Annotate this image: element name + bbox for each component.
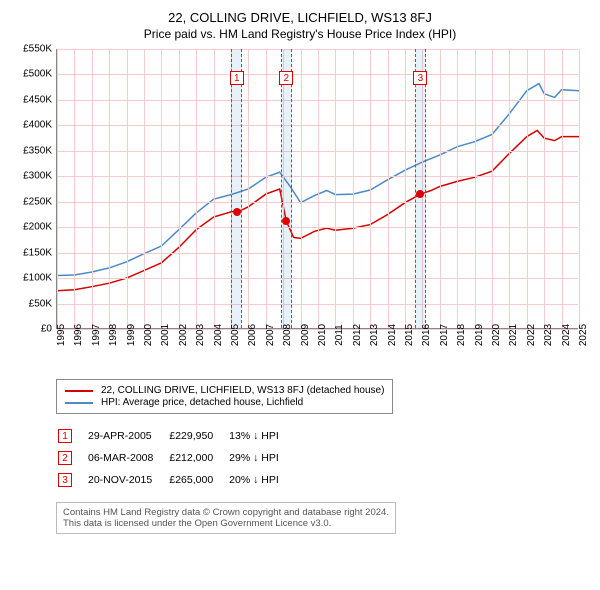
y-axis-label: £450K: [12, 94, 52, 105]
gridline-v: [509, 49, 510, 328]
event-delta-cell: 29% ↓ HPI: [229, 448, 293, 468]
event-marker: 1: [230, 71, 244, 85]
gridline-v: [492, 49, 493, 328]
event-row: 3 20-NOV-2015£265,00020% ↓ HPI: [58, 470, 293, 490]
event-date-cell: 20-NOV-2015: [88, 470, 167, 490]
y-axis-label: £200K: [12, 222, 52, 233]
gridline-v: [92, 49, 93, 328]
legend-item: HPI: Average price, detached house, Lich…: [65, 397, 384, 408]
y-axis-label: £100K: [12, 273, 52, 284]
event-price-cell: £229,950: [169, 426, 227, 446]
gridline-v: [475, 49, 476, 328]
gridline-v: [388, 49, 389, 328]
footer-line-2: This data is licensed under the Open Gov…: [63, 518, 389, 529]
event-point: [233, 208, 241, 216]
event-marker: 2: [279, 71, 293, 85]
event-band: [415, 49, 427, 328]
event-date-cell: 06-MAR-2008: [88, 448, 167, 468]
event-box-icon: 2: [58, 451, 72, 465]
gridline-v: [196, 49, 197, 328]
event-marker: 3: [413, 71, 427, 85]
y-axis-label: £350K: [12, 145, 52, 156]
gridline-v: [318, 49, 319, 328]
plot-area: 1 2 3: [56, 49, 578, 329]
gridline-v: [301, 49, 302, 328]
x-axis-label: 2025: [578, 324, 600, 346]
event-id-cell: 3: [58, 470, 86, 490]
gridline-v: [161, 49, 162, 328]
gridline-v: [440, 49, 441, 328]
gridline-v: [214, 49, 215, 328]
footer-attribution: Contains HM Land Registry data © Crown c…: [56, 502, 396, 534]
gridline-v: [405, 49, 406, 328]
event-row: 1 29-APR-2005£229,95013% ↓ HPI: [58, 426, 293, 446]
legend-swatch: [65, 390, 93, 392]
event-delta-cell: 20% ↓ HPI: [229, 470, 293, 490]
legend: 22, COLLING DRIVE, LICHFIELD, WS13 8FJ (…: [56, 379, 393, 414]
legend-item: 22, COLLING DRIVE, LICHFIELD, WS13 8FJ (…: [65, 385, 384, 396]
gridline-v: [179, 49, 180, 328]
legend-swatch: [65, 402, 93, 404]
y-axis-label: £150K: [12, 247, 52, 258]
event-row: 2 06-MAR-2008£212,00029% ↓ HPI: [58, 448, 293, 468]
legend-label: 22, COLLING DRIVE, LICHFIELD, WS13 8FJ (…: [101, 385, 384, 396]
chart-area: 1 2 3 £0 £50K £100K £150K £200K £250K £300K £350K…: [12, 49, 588, 369]
legend-label: HPI: Average price, detached house, Lich…: [101, 397, 303, 408]
gridline-v: [579, 49, 580, 328]
chart-subtitle: Price paid vs. HM Land Registry's House …: [12, 27, 588, 41]
event-id-cell: 2: [58, 448, 86, 468]
y-axis-label: £50K: [12, 298, 52, 309]
event-box-icon: 3: [58, 473, 72, 487]
gridline-v: [527, 49, 528, 328]
gridline-v: [457, 49, 458, 328]
footer-line-1: Contains HM Land Registry data © Crown c…: [63, 507, 389, 518]
y-axis-label: £300K: [12, 171, 52, 182]
event-price-cell: £212,000: [169, 448, 227, 468]
gridline-v: [144, 49, 145, 328]
gridline-v: [370, 49, 371, 328]
event-band: [281, 49, 292, 328]
event-point: [282, 217, 290, 225]
gridline-v: [127, 49, 128, 328]
gridline-v: [266, 49, 267, 328]
gridline-v: [74, 49, 75, 328]
y-axis-label: £550K: [12, 44, 52, 55]
chart-container: 22, COLLING DRIVE, LICHFIELD, WS13 8FJ P…: [0, 0, 600, 542]
events-table: 1 29-APR-2005£229,95013% ↓ HPI 2 06-MAR-200…: [56, 424, 295, 492]
event-box-icon: 1: [58, 429, 72, 443]
gridline-v: [335, 49, 336, 328]
event-delta-cell: 13% ↓ HPI: [229, 426, 293, 446]
gridline-v: [562, 49, 563, 328]
gridline-v: [544, 49, 545, 328]
y-axis-label: £400K: [12, 120, 52, 131]
y-axis-label: £500K: [12, 69, 52, 80]
gridline-v: [109, 49, 110, 328]
y-axis-label: £0: [12, 324, 52, 335]
event-point: [416, 190, 424, 198]
gridline-v: [248, 49, 249, 328]
gridline-v: [353, 49, 354, 328]
event-id-cell: 1: [58, 426, 86, 446]
event-price-cell: £265,000: [169, 470, 227, 490]
y-axis-label: £250K: [12, 196, 52, 207]
event-date-cell: 29-APR-2005: [88, 426, 167, 446]
event-band: [231, 49, 242, 328]
gridline-v: [57, 49, 58, 328]
chart-title: 22, COLLING DRIVE, LICHFIELD, WS13 8FJ: [12, 10, 588, 25]
